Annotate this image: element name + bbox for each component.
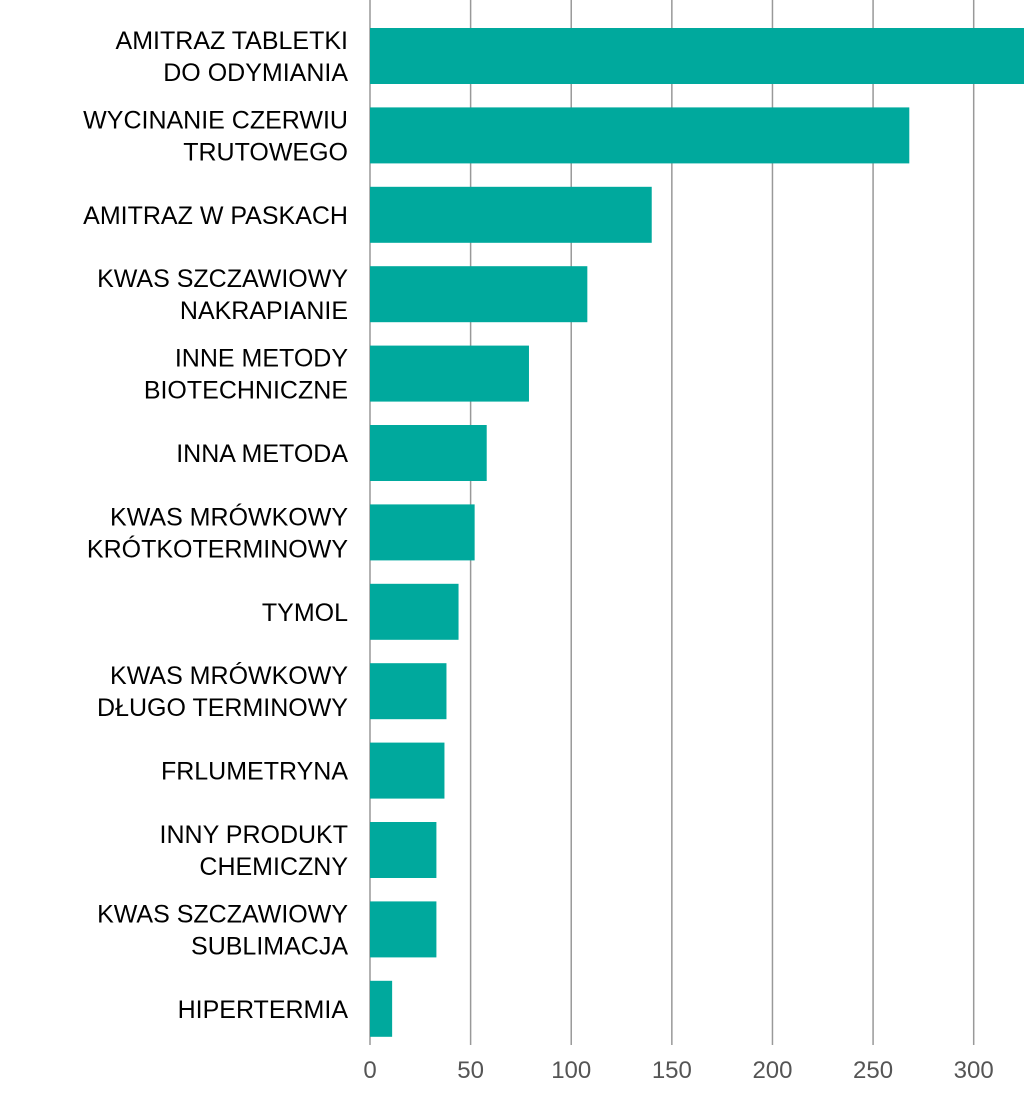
category-label: AMITRAZ TABLETKI — [116, 27, 348, 55]
category-label: INNY PRODUKT — [160, 821, 348, 849]
category-label: DŁUGO TERMINOWY — [97, 694, 348, 722]
category-label: SUBLIMACJA — [191, 932, 348, 960]
category-label: CHEMICZNY — [199, 853, 348, 881]
x-tick-label: 250 — [853, 1057, 893, 1084]
bar — [370, 663, 447, 720]
bar — [370, 266, 588, 323]
category-label: DO ODYMIANIA — [163, 59, 348, 87]
x-tick-label: 300 — [954, 1057, 994, 1084]
category-label: KWAS SZCZAWIOWY — [97, 900, 348, 928]
category-label: HIPERTERMIA — [178, 996, 349, 1024]
category-label: AMITRAZ W PASKACH — [83, 202, 348, 230]
bar — [370, 980, 393, 1037]
category-label: INNE METODY — [175, 345, 348, 373]
x-tick-label: 0 — [363, 1057, 376, 1084]
x-tick-label: 50 — [457, 1057, 484, 1084]
category-label: INNA METODA — [176, 440, 348, 468]
category-label: KWAS SZCZAWIOWY — [97, 265, 348, 293]
bar — [370, 186, 652, 243]
category-label: WYCINANIE CZERWIU — [83, 106, 348, 134]
bar — [370, 28, 1024, 84]
bar — [370, 425, 487, 481]
x-tick-label: 100 — [551, 1057, 591, 1084]
category-label: KWAS MRÓWKOWY — [110, 661, 348, 690]
category-label: BIOTECHNICZNE — [144, 377, 348, 405]
category-label: TYMOL — [262, 599, 348, 627]
bar — [370, 901, 437, 958]
bar — [370, 742, 445, 799]
category-label: NAKRAPIANIE — [180, 297, 348, 325]
grid-lines — [369, 0, 975, 1045]
x-tick-label: 200 — [752, 1057, 792, 1084]
x-tick-label: 150 — [652, 1057, 692, 1084]
category-label: KWAS MRÓWKOWY — [110, 502, 348, 531]
category-label: FRLUMETRYNA — [161, 758, 348, 786]
bar — [370, 107, 910, 164]
bar — [370, 822, 437, 878]
category-label: TRUTOWEGO — [183, 138, 348, 166]
bar — [370, 504, 475, 561]
bars — [370, 28, 1024, 1037]
category-labels: AMITRAZ TABLETKI DO ODYMIANIA WYCINANIE CZ… — [83, 27, 348, 1024]
category-label: KRÓTKOTERMINOWY — [87, 534, 348, 563]
x-axis-tick-labels: 0 50 100 150 200 250 300 — [363, 1057, 993, 1084]
bar — [370, 345, 529, 402]
bar — [370, 583, 459, 640]
